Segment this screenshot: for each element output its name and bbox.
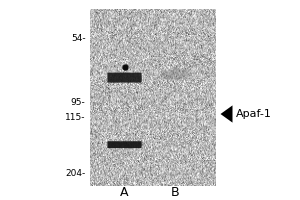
FancyBboxPatch shape (107, 141, 142, 148)
Text: B: B (171, 186, 180, 199)
Text: 115-: 115- (65, 113, 85, 122)
Text: Apaf-1: Apaf-1 (236, 109, 272, 119)
Polygon shape (220, 105, 232, 123)
FancyBboxPatch shape (107, 73, 142, 83)
FancyBboxPatch shape (163, 70, 188, 79)
Text: 95-: 95- (71, 98, 86, 107)
Text: 204-: 204- (65, 169, 85, 178)
Text: 54-: 54- (71, 34, 86, 43)
Text: A: A (120, 186, 129, 199)
